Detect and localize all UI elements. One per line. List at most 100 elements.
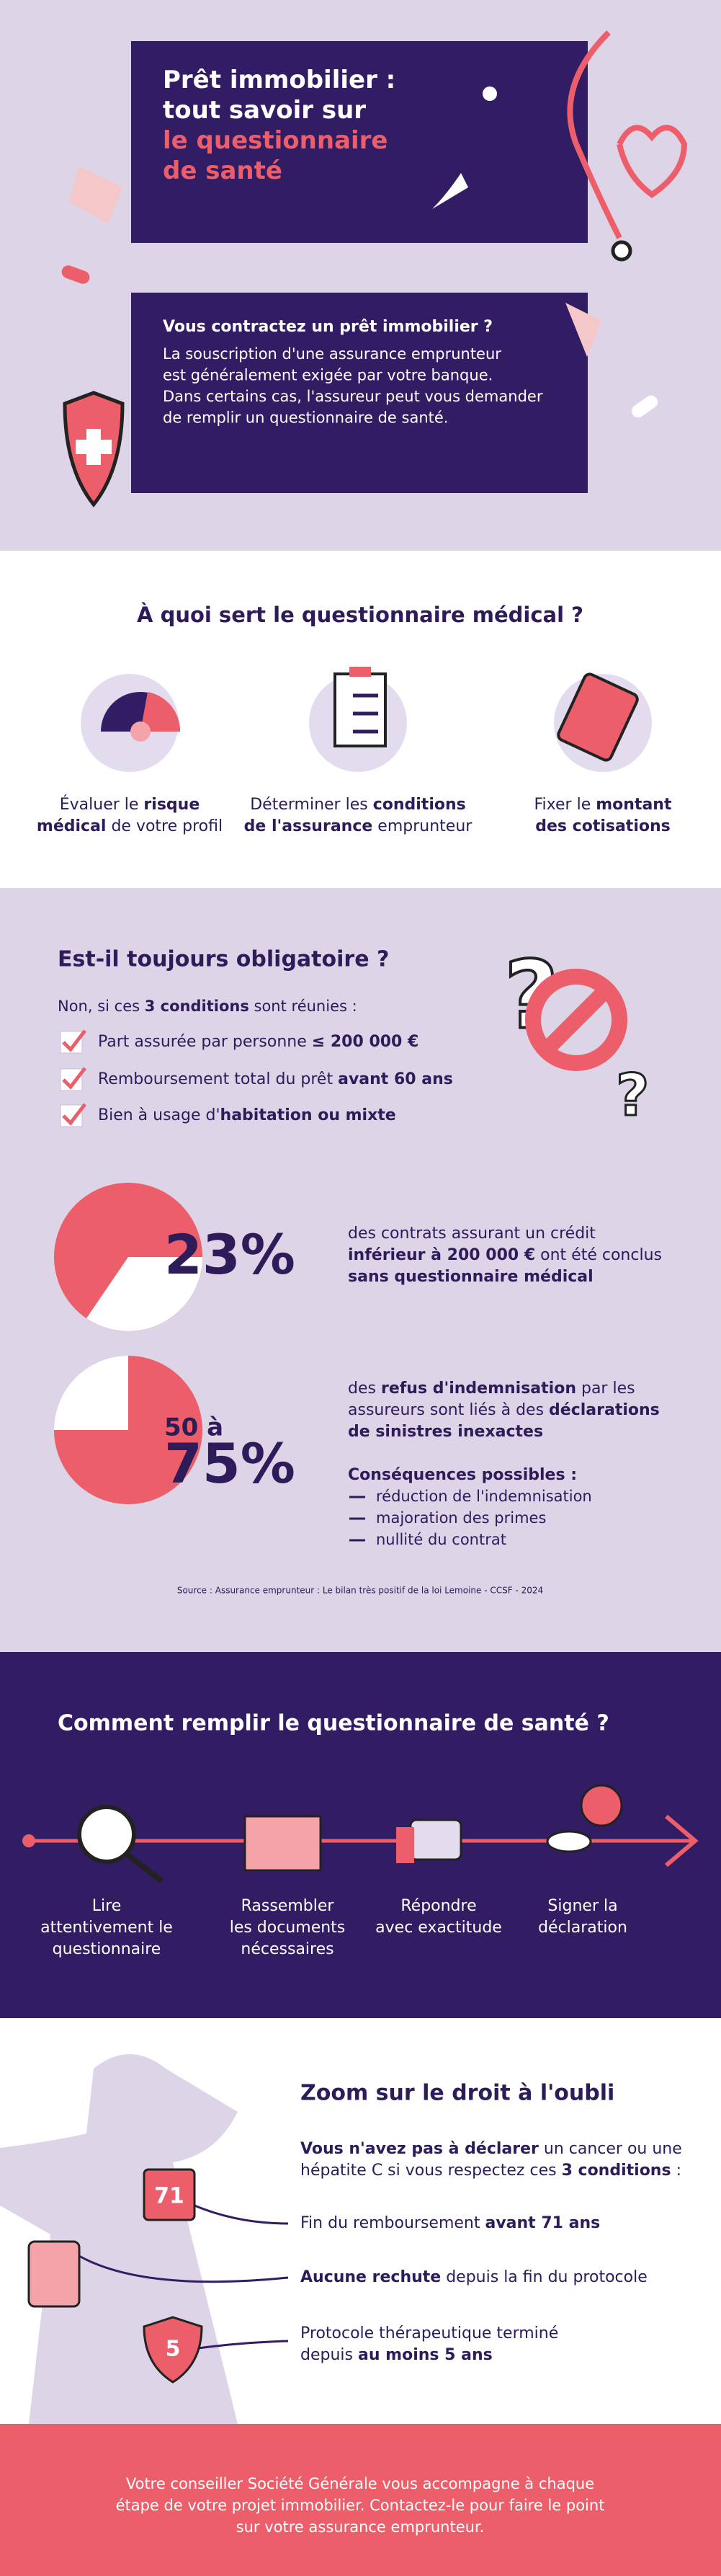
step-label: Lire	[92, 1897, 121, 1915]
bold-run: risque	[143, 796, 200, 814]
bold-run: déclarations	[549, 1401, 660, 1419]
stat-figure: 50 à	[164, 1413, 223, 1442]
section-heading: Est-il toujours obligatoire ?	[58, 947, 389, 972]
title-line: tout savoir sur	[163, 96, 366, 125]
step-label: les documents	[230, 1919, 346, 1937]
stat-text: assureurs sont liés à des déclarations	[348, 1401, 660, 1419]
text-run: Bien à usage d'	[98, 1106, 220, 1124]
step-label: nécessaires	[241, 1940, 333, 1958]
stat-text: des contrats assurant un crédit	[348, 1225, 596, 1243]
step-label: avec exactitude	[375, 1919, 502, 1937]
process-line	[22, 1784, 699, 1884]
text-run: depuis la fin du protocole	[441, 2268, 648, 2286]
stat-text: sans questionnaire médical	[348, 1268, 594, 1286]
text-run: depuis	[300, 2346, 358, 2364]
section-heading: Comment remplir le questionnaire de sant…	[58, 1711, 609, 1736]
bold-run: Vous n'avez pas à déclarer	[300, 2140, 539, 2158]
step-label: attentivement le	[40, 1919, 173, 1937]
purpose-label: médical de votre profil	[37, 817, 223, 835]
title-box	[131, 41, 588, 243]
oubli-item: depuis au moins 5 ans	[300, 2346, 493, 2364]
footer-line: Votre conseiller Société Générale vous a…	[126, 2475, 594, 2492]
step-label: Rassembler	[241, 1897, 335, 1915]
text-run: Fin du remboursement	[300, 2214, 485, 2232]
purpose-label: de l'assurance emprunteur	[244, 817, 473, 835]
calendar-badge: 71	[154, 2184, 184, 2209]
step-label: Répondre	[400, 1897, 476, 1915]
text-run: tout savoir sur	[163, 96, 366, 125]
purpose-icons	[81, 667, 652, 772]
bold-run: de sinistres inexactes	[348, 1423, 543, 1441]
footer-line: sur votre assurance emprunteur.	[236, 2518, 485, 2536]
bold-run: refus d'indemnisation	[381, 1380, 576, 1398]
section-heading: Zoom sur le droit à l'oubli	[300, 2081, 614, 2106]
text-run: emprunteur	[372, 817, 473, 835]
section-heading: À quoi sert le questionnaire médical ?	[137, 603, 583, 627]
shield-badge: 5	[166, 2337, 181, 2362]
bold-run: Aucune rechute	[300, 2268, 441, 2286]
bold-run: 3 conditions	[145, 998, 249, 1015]
intro-heading: Vous contractez un prêt immobilier ?	[163, 318, 493, 336]
consequence: majoration des primes	[376, 1509, 546, 1527]
oubli-intro: Vous n'avez pas à déclarer un cancer ou …	[300, 2140, 682, 2158]
question-decor: ? ?	[503, 939, 650, 1130]
stat-text: inférieur à 200 000 € ont été conclus	[348, 1246, 662, 1264]
purpose-label: Évaluer le risque	[60, 795, 200, 814]
bold-run: avant 71 ans	[485, 2214, 600, 2232]
intro-body: Dans certains cas, l'assureur peut vous …	[163, 388, 543, 405]
title-line: de santé	[163, 156, 282, 185]
oubli-item: Aucune rechute depuis la fin du protocol…	[300, 2268, 648, 2286]
intro-box	[131, 293, 588, 493]
bold-run: conditions	[373, 796, 466, 814]
bold-run: avant 60 ans	[338, 1070, 453, 1088]
shield-icon	[63, 391, 125, 508]
mandatory-intro: Non, si ces 3 conditions sont réunies :	[58, 998, 357, 1015]
text-run: des	[348, 1380, 381, 1398]
consequence: réduction de l'indemnisation	[376, 1488, 592, 1505]
stat-text: des refus d'indemnisation par les	[348, 1380, 635, 1398]
text-run: de votre profil	[106, 817, 223, 835]
text-run: des contrats assurant un crédit	[348, 1225, 596, 1243]
pie-two	[54, 1356, 202, 1504]
stat-text: de sinistres inexactes	[348, 1423, 543, 1441]
bold-run: sans questionnaire médical	[348, 1268, 594, 1286]
highlight-run: le questionnaire	[163, 126, 388, 155]
highlight-run: de santé	[163, 156, 282, 185]
text-run: :	[671, 2162, 681, 2180]
text-run: par les	[576, 1380, 635, 1398]
purpose-label: Fixer le montant	[534, 796, 672, 814]
intro-body: La souscription d'une assurance emprunte…	[163, 345, 501, 363]
svg-text:?: ?	[616, 1062, 649, 1129]
purpose-label: des cotisations	[535, 817, 671, 835]
footer-bg	[0, 2424, 721, 2576]
bold-run: au moins 5 ans	[358, 2346, 493, 2364]
check-mark	[62, 1103, 86, 1126]
bold-run: médical	[37, 817, 107, 835]
text-run: Protocole thérapeutique terminé	[300, 2324, 558, 2342]
step-label: questionnaire	[53, 1940, 161, 1958]
consequence: nullité du contrat	[376, 1531, 506, 1548]
text-run: Fixer le	[534, 796, 596, 814]
source: Source : Assurance emprunteur : Le bilan…	[177, 1586, 543, 1596]
text-run: Remboursement total du prêt	[98, 1070, 338, 1088]
step-label: déclaration	[538, 1919, 627, 1937]
bold-run: montant	[596, 796, 672, 814]
text-run: hépatite C si vous respectez ces	[300, 2162, 562, 2180]
text-run: Évaluer le	[60, 795, 144, 814]
bold-run: habitation ou mixte	[220, 1106, 396, 1124]
text-run: sont réunies :	[249, 998, 357, 1015]
check-mark	[62, 1067, 86, 1090]
step-label: Signer la	[547, 1897, 617, 1915]
title-line: le questionnaire	[163, 126, 388, 155]
stat-figure: 23%	[164, 1222, 295, 1287]
text-run: assureurs sont liés à des	[348, 1401, 549, 1419]
oubli-item: Protocole thérapeutique terminé	[300, 2324, 558, 2342]
purpose-label: Déterminer les conditions	[250, 796, 466, 814]
bold-run: de l'assurance	[244, 817, 373, 835]
consequences-heading: Conséquences possibles :	[348, 1466, 577, 1484]
pill-decor	[61, 86, 658, 418]
text-run: Déterminer les	[250, 796, 372, 814]
text-run: Non, si ces	[58, 998, 145, 1015]
